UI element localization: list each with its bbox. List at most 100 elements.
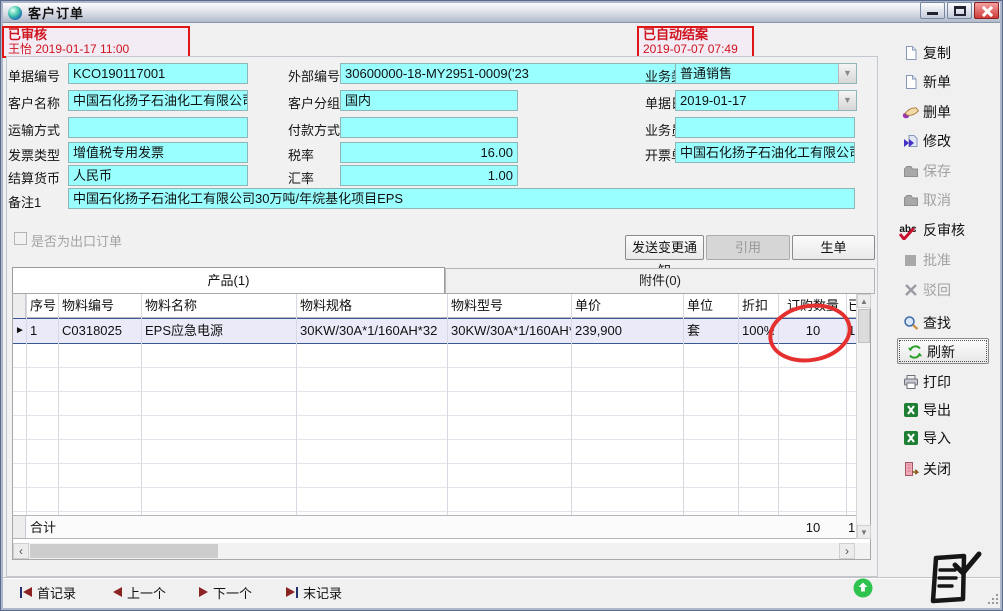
remark1-label: 备注1 bbox=[8, 195, 42, 210]
sidebar-item-approve: 批准 bbox=[902, 249, 1000, 271]
col-delivered[interactable]: 已 bbox=[848, 298, 858, 313]
col-unit[interactable]: 单位 bbox=[687, 298, 714, 313]
customer-group-field[interactable]: 国内 bbox=[340, 90, 518, 111]
sidebar-item-search[interactable]: 查找 bbox=[902, 312, 1000, 334]
sidebar-item-cancel: 取消 bbox=[902, 189, 1000, 211]
scroll-right-icon[interactable]: › bbox=[839, 543, 855, 559]
quote-button: 引用 bbox=[706, 235, 790, 260]
refresh-button[interactable] bbox=[897, 338, 989, 364]
customer-field[interactable]: 中国石化扬子石油化工有限公司 bbox=[68, 90, 248, 111]
scroll-down-icon[interactable]: ▼ bbox=[857, 525, 871, 539]
exit-door-icon bbox=[902, 461, 920, 477]
doc-no-label: 单据编号 bbox=[8, 69, 61, 84]
transport-label: 运输方式 bbox=[8, 123, 61, 138]
sidebar-item-export[interactable]: 导出 bbox=[902, 399, 1000, 421]
scroll-up-icon[interactable]: ▲ bbox=[857, 294, 871, 308]
nav-previous-record[interactable]: 上一个 bbox=[113, 583, 166, 601]
nav-first-record[interactable]: 首记录 bbox=[20, 583, 76, 601]
horizontal-scrollbar[interactable]: ‹ › bbox=[13, 543, 870, 559]
biz-type-combo[interactable]: 普通销售 ▼ bbox=[675, 63, 857, 84]
sidebar-item-close[interactable]: 关闭 bbox=[902, 458, 1000, 480]
doc-date-combo[interactable]: 2019-01-17 ▼ bbox=[675, 90, 857, 111]
nav-next-record[interactable]: 下一个 bbox=[199, 583, 252, 601]
col-discount[interactable]: 折扣 bbox=[742, 298, 769, 313]
invoice-type-field[interactable]: 增值税专用发票 bbox=[68, 142, 248, 163]
doc-no-field[interactable]: KCO190117001 bbox=[68, 63, 248, 84]
tax-rate-label: 税率 bbox=[288, 148, 315, 163]
hand-icon bbox=[902, 104, 920, 120]
export-order-checkbox[interactable] bbox=[14, 232, 27, 245]
remark1-field[interactable]: 中国石化扬子石油化工有限公司30万吨/年烷基化项目EPS bbox=[68, 188, 855, 209]
exchange-rate-label: 汇率 bbox=[288, 171, 315, 186]
grid-header-row: 序号 物料编号 物料名称 物料规格 物料型号 单价 单位 折扣 订购数量 已 bbox=[13, 294, 870, 318]
next-record-icon bbox=[199, 587, 208, 597]
sidebar-item-refresh[interactable]: 刷新 bbox=[906, 341, 1003, 363]
previous-record-icon bbox=[113, 587, 122, 597]
chevron-down-icon[interactable]: ▼ bbox=[838, 64, 856, 83]
minimize-button[interactable] bbox=[920, 2, 945, 19]
exchange-rate-field[interactable]: 1.00 bbox=[340, 165, 518, 186]
printer-icon bbox=[902, 374, 920, 390]
sidebar-item-modify[interactable]: 修改 bbox=[902, 130, 1000, 152]
folder-icon bbox=[902, 192, 920, 208]
maximize-button[interactable] bbox=[947, 2, 972, 19]
cell-price: 239,900 bbox=[575, 323, 622, 338]
currency-field[interactable]: 人民币 bbox=[68, 165, 248, 186]
close-button[interactable] bbox=[974, 2, 999, 19]
col-code[interactable]: 物料编号 bbox=[62, 298, 115, 313]
col-qty[interactable]: 订购数量 bbox=[787, 298, 840, 313]
sidebar-item-delete[interactable]: 删单 bbox=[902, 101, 1000, 123]
chevron-down-icon[interactable]: ▼ bbox=[838, 91, 856, 110]
audit-stamp-title: 已审核 bbox=[8, 27, 48, 42]
abc-check-icon: abc bbox=[896, 222, 920, 240]
grid-selector-header bbox=[13, 294, 26, 318]
nav-last-record[interactable]: 末记录 bbox=[286, 583, 342, 601]
sidebar-item-unaudit[interactable]: abc 反审核 bbox=[896, 219, 1000, 241]
tab-attachments[interactable]: 附件(0) bbox=[445, 268, 875, 294]
document-icon bbox=[902, 74, 920, 90]
resize-grip[interactable] bbox=[988, 594, 998, 606]
scroll-left-icon[interactable]: ‹ bbox=[13, 543, 29, 559]
payment-field[interactable] bbox=[340, 117, 518, 138]
grid-empty-rows bbox=[13, 344, 870, 512]
send-change-notice-button[interactable]: 发送变更通知 bbox=[625, 235, 704, 278]
maximize-icon bbox=[954, 6, 966, 16]
col-model[interactable]: 物料型号 bbox=[451, 298, 504, 313]
transport-field[interactable] bbox=[68, 117, 248, 138]
sidebar-item-save: 保存 bbox=[902, 160, 1000, 182]
last-record-icon bbox=[286, 586, 298, 598]
first-record-icon bbox=[20, 586, 32, 598]
vertical-scroll-thumb[interactable] bbox=[858, 309, 870, 343]
salesman-field[interactable] bbox=[675, 117, 855, 138]
table-row[interactable]: ► 1 C0318025 EPS应急电源 30KW/30A*1/160AH*32… bbox=[13, 318, 870, 344]
col-spec[interactable]: 物料规格 bbox=[300, 298, 353, 313]
audit-stamp: 已审核 王怡 2019-01-17 11:00 bbox=[2, 26, 190, 58]
grid-footer-row: 合计 10 1 bbox=[13, 515, 870, 539]
approval-stamp-icon bbox=[930, 551, 982, 604]
sidebar-item-copy[interactable]: 复制 bbox=[902, 42, 1000, 64]
vertical-scrollbar[interactable]: ▲ ▼ bbox=[856, 294, 871, 539]
sidebar-item-new[interactable]: 新单 bbox=[902, 71, 1000, 93]
tax-rate-field[interactable]: 16.00 bbox=[340, 142, 518, 163]
green-upload-badge-icon bbox=[853, 578, 873, 598]
col-price[interactable]: 单价 bbox=[575, 298, 602, 313]
sidebar-item-print[interactable]: 打印 bbox=[902, 371, 1000, 393]
col-name[interactable]: 物料名称 bbox=[145, 298, 198, 313]
salesman-label: 业务员 bbox=[645, 123, 685, 138]
invoice-type-label: 发票类型 bbox=[8, 148, 61, 163]
col-seq[interactable]: 序号 bbox=[30, 298, 57, 313]
generate-order-button[interactable]: 生单 bbox=[792, 235, 875, 260]
tab-products[interactable]: 产品(1) bbox=[12, 267, 445, 294]
title-bar[interactable]: 客户订单 bbox=[3, 3, 1000, 23]
external-no-field[interactable]: 30600000-18-MY2951-0009('23 bbox=[340, 63, 712, 84]
app-sphere-icon bbox=[8, 5, 22, 20]
cell-spec: 30KW/30A*1/160AH*32 bbox=[300, 323, 438, 338]
horizontal-scroll-thumb[interactable] bbox=[30, 544, 218, 558]
auto-closed-stamp: 已自动结案 2019-07-07 07:49 bbox=[637, 26, 754, 58]
cell-name: EPS应急电源 bbox=[145, 323, 224, 338]
modify-arrows-icon bbox=[902, 133, 920, 149]
invoice-unit-field[interactable]: 中国石化扬子石油化工有限公司 bbox=[675, 142, 855, 163]
sidebar-item-import[interactable]: 导入 bbox=[902, 427, 1000, 449]
cell-model: 30KW/30A*1/160AH*32 bbox=[451, 323, 571, 338]
